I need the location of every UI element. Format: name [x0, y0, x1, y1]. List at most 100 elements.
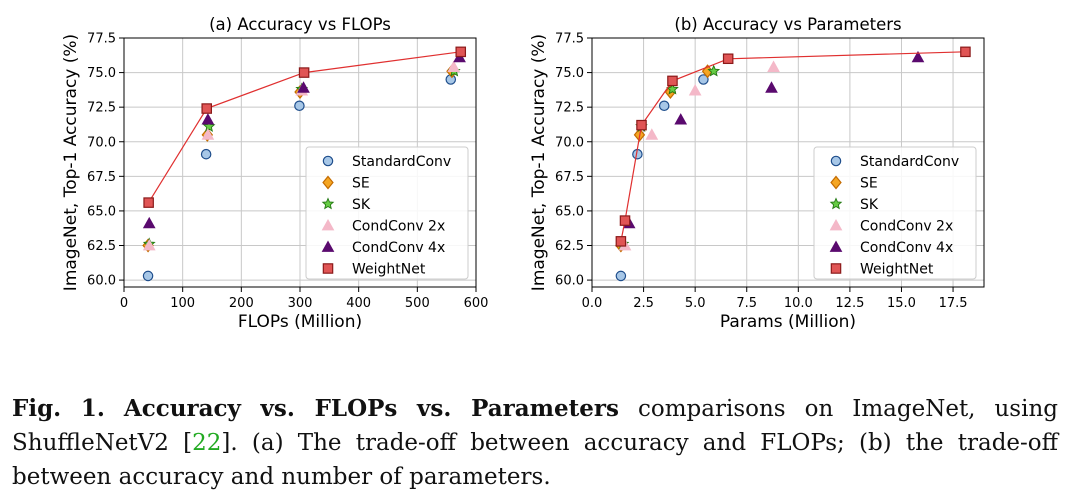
legend-marker-standardconv	[322, 155, 334, 167]
data-point-standardconv	[142, 270, 154, 282]
legend-label-standardconv: StandardConv	[352, 154, 451, 170]
y-tick-label: 67.5	[87, 170, 116, 185]
x-tick-label: 0	[120, 296, 128, 311]
x-tick-label: 7.5	[736, 296, 757, 311]
legend-label-condconv-4x: CondConv 4x	[352, 240, 445, 256]
caption-citation: 22	[192, 430, 222, 456]
legend-marker-sk	[829, 197, 843, 210]
data-point-sk	[707, 64, 721, 77]
x-tick-label: 15.0	[887, 296, 916, 311]
data-point-weightnet	[455, 46, 467, 58]
x-tick-label: 300	[288, 296, 313, 311]
legend-label-se: SE	[860, 176, 878, 192]
data-point-condconv-4x	[911, 50, 925, 63]
data-point-standardconv	[200, 148, 212, 160]
y-tick-label: 77.5	[555, 32, 584, 47]
x-tick-label: 17.5	[939, 296, 968, 311]
data-point-standardconv	[294, 100, 305, 112]
legend-marker-condconv-2x	[829, 218, 843, 231]
chart-accuracy-vs-params: 0.0 2.5 5.0 7.5 10.0 12.5 15.0 17.5 60.0 62.5 65.0…	[530, 15, 985, 332]
legend-label-condconv-2x: CondConv 2x	[352, 219, 445, 235]
data-point-standardconv	[698, 74, 709, 85]
y-tick-label: 72.5	[87, 101, 116, 116]
legend-marker-condconv-4x	[829, 240, 843, 252]
chart-b-series-weightnet	[615, 46, 971, 247]
data-point-condconv-4x	[201, 113, 215, 125]
chart-a-y-axis-label: ImageNet, Top-1 Accuracy (%)	[61, 34, 81, 291]
x-tick-label: 400	[346, 296, 371, 311]
y-tick-label: 75.0	[555, 66, 584, 81]
x-tick-label: 12.5	[835, 296, 864, 311]
legend-label-standardconv: StandardConv	[860, 154, 959, 170]
x-tick-label: 200	[229, 296, 254, 311]
legend-label-condconv-4x: CondConv 4x	[860, 240, 953, 256]
y-tick-label: 62.5	[87, 239, 116, 254]
data-point-condconv-4x	[142, 216, 156, 229]
caption-bold-title: Accuracy vs. FLOPs vs. Parameters	[123, 395, 619, 422]
y-tick-label: 77.5	[87, 32, 116, 47]
data-point-standardconv	[615, 270, 627, 282]
chart-b-legend: StandardConv SE SK CondConv 2x CondConv 4x We…	[813, 146, 977, 280]
y-tick-label: 67.5	[555, 170, 584, 185]
y-tick-label: 60.0	[555, 274, 584, 289]
chart-b-x-axis-label: Params (Million)	[720, 312, 856, 332]
x-tick-label: 500	[405, 296, 430, 311]
chart-accuracy-vs-flops: 0 100 200 300 400 500 600 60.0 62.5 65.0 67.5 70.0 7…	[61, 15, 489, 332]
data-point-sk	[202, 119, 216, 132]
chart-a-x-axis-label: FLOPs (Million)	[238, 312, 362, 332]
chart-b-plot-frame	[591, 37, 985, 288]
data-point-weightnet	[619, 215, 631, 226]
data-point-condconv-2x	[688, 84, 702, 96]
data-point-weightnet	[960, 46, 971, 58]
y-tick-label: 62.5	[555, 239, 584, 254]
figure-caption: Fig. 1. Accuracy vs. FLOPs vs. Parameter…	[12, 392, 1058, 494]
data-point-condconv-2x	[201, 128, 215, 140]
y-tick-label: 60.0	[87, 274, 116, 289]
chart-b-title: (b) Accuracy vs Parameters	[674, 15, 901, 34]
data-point-condconv-2x	[142, 238, 156, 251]
x-tick-label: 10.0	[784, 296, 813, 311]
legend-label-weightnet: WeightNet	[352, 262, 426, 278]
data-point-standardconv	[658, 100, 670, 112]
legend-marker-standardconv	[830, 155, 842, 167]
caption-text-2: ]. (a) The trade-off between accuracy an…	[12, 430, 1058, 490]
data-point-weightnet	[722, 53, 734, 65]
y-tick-label: 72.5	[555, 101, 584, 116]
chart-a-title: (a) Accuracy vs FLOPs	[209, 15, 391, 34]
caption-label: Fig. 1.	[12, 395, 105, 422]
data-point-weightnet	[636, 119, 647, 131]
data-point-weightnet	[667, 75, 678, 87]
data-point-condconv-4x	[765, 81, 778, 93]
chart-a-series-standardconv	[142, 74, 457, 282]
legend-frame	[305, 146, 469, 280]
legend-marker-weightnet	[830, 263, 842, 274]
caption-text-1: comparisons on ImageNet, using ShuffleNe…	[12, 396, 1059, 456]
y-tick-label: 65.0	[87, 204, 116, 219]
chart-b-y-axis-label: ImageNet, Top-1 Accuracy (%)	[530, 34, 549, 291]
series-line-weightnet	[148, 51, 461, 203]
chart-b-series-standardconv	[615, 74, 709, 282]
x-tick-label: 600	[464, 296, 489, 311]
data-point-weightnet	[201, 103, 212, 114]
data-point-weightnet	[615, 236, 627, 247]
legend-marker-weightnet	[322, 263, 334, 274]
x-tick-label: 0.0	[582, 296, 603, 311]
chart-a-legend: StandardConv SE SK CondConv 2x CondConv 4x We…	[305, 146, 469, 280]
legend-label-se: SE	[352, 176, 370, 192]
x-tick-label: 5.0	[685, 296, 706, 311]
x-tick-label: 2.5	[633, 296, 654, 311]
legend-marker-sk	[321, 197, 335, 210]
y-tick-label: 70.0	[87, 135, 116, 150]
data-point-weightnet	[143, 197, 154, 208]
legend-marker-condconv-2x	[321, 218, 335, 231]
legend-label-sk: SK	[352, 197, 371, 213]
data-point-condconv-2x	[645, 128, 659, 140]
data-point-weightnet	[298, 67, 310, 78]
y-tick-label: 65.0	[555, 204, 584, 219]
legend-marker-se	[322, 175, 334, 190]
legend-marker-condconv-4x	[321, 240, 335, 252]
y-tick-label: 70.0	[555, 135, 584, 150]
data-point-condconv-2x	[447, 60, 461, 72]
legend-label-condconv-2x: CondConv 2x	[860, 219, 953, 235]
legend-label-sk: SK	[860, 197, 879, 213]
